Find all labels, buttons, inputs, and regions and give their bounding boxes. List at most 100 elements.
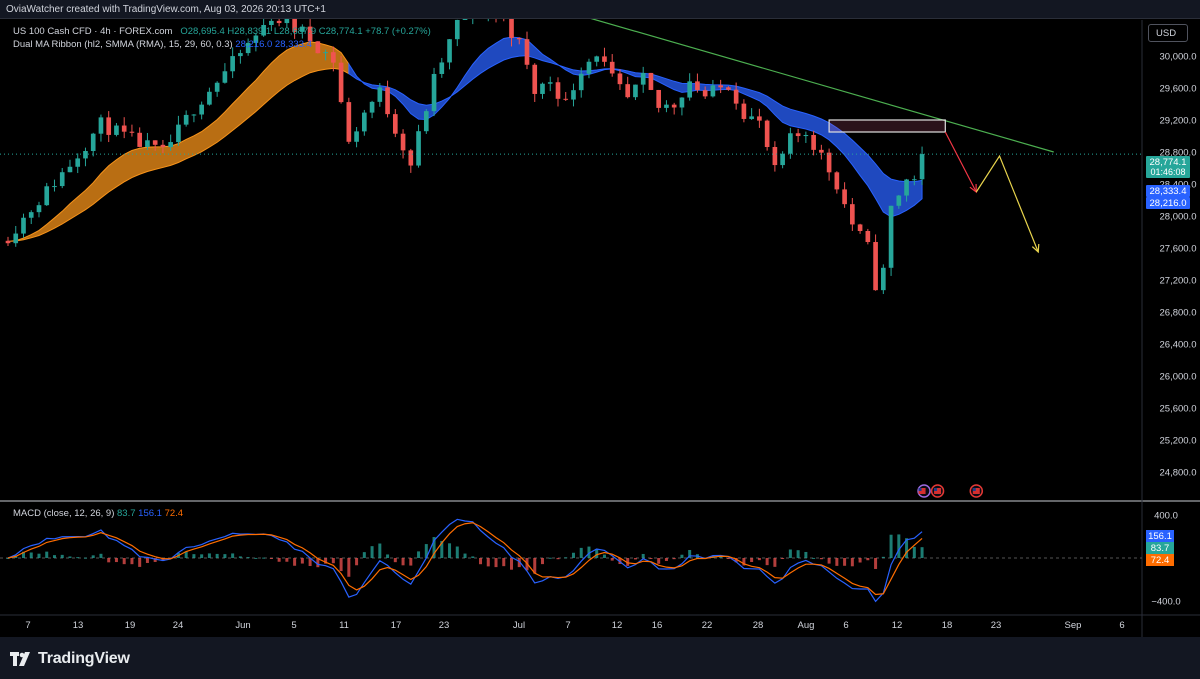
event-icon-canton: [934, 488, 938, 491]
macd-histogram-bar: [633, 558, 637, 560]
macd-histogram-bar: [37, 553, 41, 558]
macd-tick-label: 400.0: [1154, 510, 1178, 521]
candle-body: [145, 140, 150, 147]
macd-histogram-bar: [486, 558, 490, 567]
currency-button[interactable]: USD: [1148, 24, 1188, 42]
candle-body: [834, 172, 840, 190]
symbol-legend[interactable]: US 100 Cash CFD · 4h · FOREX.com O28,695…: [13, 26, 431, 37]
macd-histogram-bar: [479, 558, 483, 565]
macd-histogram-bar: [765, 558, 769, 566]
candle: [664, 100, 669, 113]
macd-histogram-value: 83.7: [117, 508, 136, 519]
macd-histogram-bar: [432, 537, 436, 558]
candle-body: [764, 120, 770, 147]
candle: [160, 139, 166, 154]
candle: [710, 79, 716, 98]
candle: [904, 178, 909, 202]
macd-histogram-bar: [215, 553, 219, 558]
candle-body: [578, 73, 584, 91]
candle-body: [811, 134, 816, 150]
macd-histogram-bar: [246, 557, 250, 559]
candle: [772, 141, 778, 172]
macd-legend[interactable]: MACD (close, 12, 26, 9) 83.7 156.1 72.4: [13, 508, 183, 519]
candle: [145, 132, 150, 151]
macd-histogram-bar: [804, 551, 808, 558]
macd-histogram-bar: [145, 558, 149, 563]
candle-body: [191, 114, 197, 116]
macd-histogram-bar: [339, 558, 343, 572]
macd-histogram-bar: [114, 558, 118, 563]
candle: [106, 111, 112, 143]
time-tick-label: Jul: [513, 620, 525, 631]
candle: [842, 182, 847, 208]
candle-body: [385, 87, 390, 115]
candle: [253, 33, 259, 52]
candle: [331, 46, 336, 72]
price-tick-label: 25,200.0: [1160, 436, 1197, 447]
candle: [75, 153, 81, 174]
macd-histogram-bar: [277, 558, 281, 562]
candle-body: [292, 18, 297, 32]
macd-histogram-bar: [905, 538, 909, 558]
price-label-bg: [1146, 156, 1190, 178]
macd-histogram-bar: [835, 558, 839, 566]
macd-histogram-bar: [223, 554, 227, 558]
candle-body: [733, 89, 739, 104]
macd-histogram-bar: [362, 552, 366, 558]
candle: [671, 102, 677, 115]
macd-histogram-bar: [680, 554, 684, 558]
price-tick-label: 27,600.0: [1160, 244, 1197, 255]
candle: [826, 148, 832, 181]
candle-body: [679, 97, 685, 108]
candle-body: [222, 71, 228, 83]
macd-histogram-bar: [45, 551, 49, 558]
candle-body: [90, 133, 96, 152]
candle: [21, 213, 26, 238]
candle: [911, 175, 917, 186]
candle: [13, 225, 19, 247]
macd-histogram-bar: [579, 547, 583, 558]
candle: [323, 49, 328, 61]
candle-body: [354, 131, 359, 142]
macd-signal-value: 72.4: [164, 508, 184, 519]
resistance-trendline: [526, 0, 1054, 153]
candle-body: [749, 116, 754, 119]
ribbon-indicator-name[interactable]: Dual MA Ribbon (hl2, SMMA (RMA), 15, 29,…: [13, 39, 233, 50]
macd-histogram-bar: [370, 546, 374, 558]
candle: [648, 72, 654, 91]
candle-body: [338, 62, 344, 103]
candle: [555, 77, 561, 107]
ohlc-low: L28,687.9: [273, 26, 317, 37]
macd-histogram-bar: [827, 558, 831, 564]
macd-histogram-bar: [138, 558, 142, 567]
macd-histogram-bar: [448, 543, 452, 558]
candle-body: [904, 179, 909, 196]
candle-body: [152, 140, 158, 145]
candle-body: [59, 172, 65, 187]
time-tick-label: 16: [652, 620, 663, 631]
macd-histogram-bar: [750, 558, 754, 563]
tradingview-logo[interactable]: TradingView: [10, 649, 130, 669]
candle-body: [896, 195, 902, 206]
macd-indicator-name[interactable]: MACD (close, 12, 26, 9): [13, 508, 115, 519]
macd-histogram-bar: [455, 546, 459, 558]
candle: [300, 24, 305, 39]
candle-body: [28, 212, 34, 218]
candle: [191, 114, 197, 123]
macd-tick-label: −400.0: [1151, 597, 1180, 608]
macd-histogram-bar: [819, 558, 823, 560]
macd-histogram-bar: [424, 544, 428, 558]
macd-histogram-bar: [672, 558, 676, 560]
candle: [516, 37, 522, 45]
header-bar: OviaWatcher created with TradingView.com…: [0, 0, 1200, 19]
time-tick-label: 6: [843, 620, 848, 631]
ribbon-legend[interactable]: Dual MA Ribbon (hl2, SMMA (RMA), 15, 29,…: [13, 39, 312, 50]
candle-body: [826, 152, 832, 173]
macd-histogram-bar: [285, 558, 289, 562]
macd-histogram-bar: [254, 557, 258, 559]
time-tick-label: 18: [942, 620, 953, 631]
symbol-name[interactable]: US 100 Cash CFD · 4h · FOREX.com: [13, 26, 173, 37]
macd-histogram-bar: [626, 558, 630, 566]
candle: [152, 140, 158, 151]
